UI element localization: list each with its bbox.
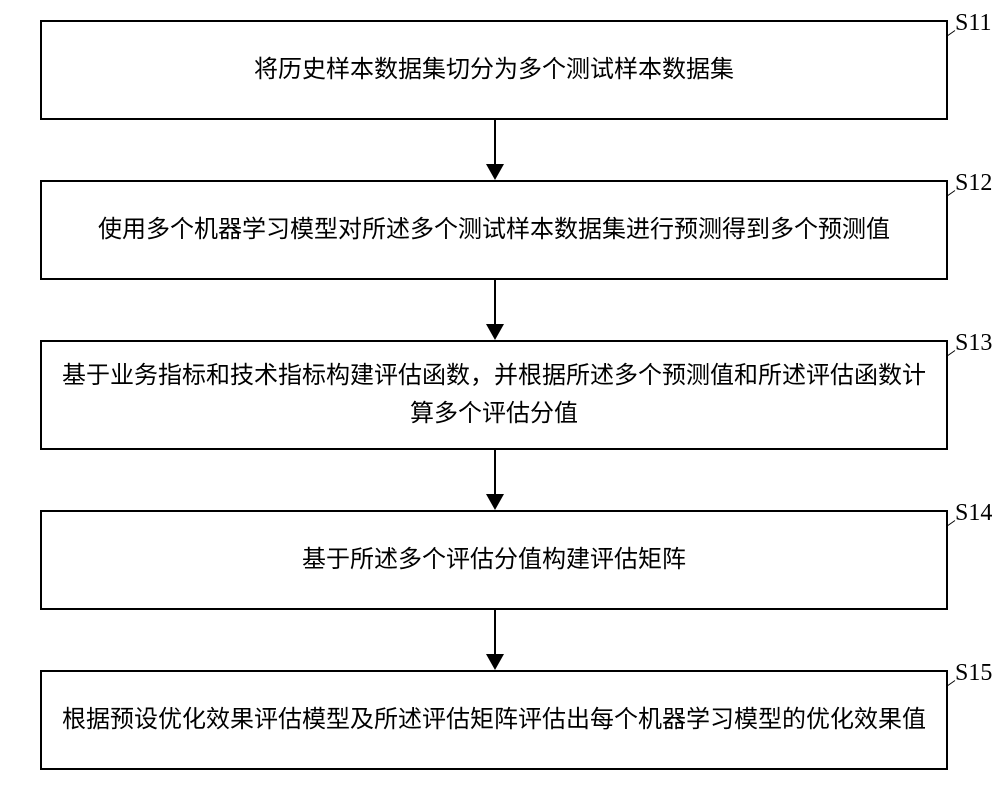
flow-step-s11: 将历史样本数据集切分为多个测试样本数据集 (40, 20, 948, 120)
arrow-head-icon (486, 494, 504, 510)
arrow-head-icon (486, 654, 504, 670)
flowchart-canvas: 将历史样本数据集切分为多个测试样本数据集 S11 使用多个机器学习模型对所述多个测试… (0, 0, 1000, 810)
flow-step-label-s11: S11 (955, 10, 991, 37)
flow-step-label-s12: S12 (955, 170, 992, 197)
flow-step-label-s14: S14 (955, 500, 992, 527)
flow-step-text: 根据预设优化效果评估模型及所述评估矩阵评估出每个机器学习模型的优化效果值 (62, 701, 926, 739)
flow-step-s15: 根据预设优化效果评估模型及所述评估矩阵评估出每个机器学习模型的优化效果值 (40, 670, 948, 770)
flow-arrow-s13-s14 (494, 450, 496, 494)
arrow-head-icon (486, 324, 504, 340)
flow-step-s14: 基于所述多个评估分值构建评估矩阵 (40, 510, 948, 610)
flow-step-label-s13: S13 (955, 330, 992, 357)
flow-arrow-s12-s13 (494, 280, 496, 324)
arrow-head-icon (486, 164, 504, 180)
flow-step-text: 基于所述多个评估分值构建评估矩阵 (302, 541, 686, 579)
flow-step-label-s15: S15 (955, 660, 992, 687)
flow-step-s13: 基于业务指标和技术指标构建评估函数，并根据所述多个预测值和所述评估函数计算多个评… (40, 340, 948, 450)
flow-arrow-s11-s12 (494, 120, 496, 164)
flow-step-text: 基于业务指标和技术指标构建评估函数，并根据所述多个预测值和所述评估函数计算多个评… (56, 357, 932, 434)
flow-step-s12: 使用多个机器学习模型对所述多个测试样本数据集进行预测得到多个预测值 (40, 180, 948, 280)
flow-step-text: 使用多个机器学习模型对所述多个测试样本数据集进行预测得到多个预测值 (98, 211, 890, 249)
flow-arrow-s14-s15 (494, 610, 496, 654)
flow-step-text: 将历史样本数据集切分为多个测试样本数据集 (254, 51, 734, 89)
